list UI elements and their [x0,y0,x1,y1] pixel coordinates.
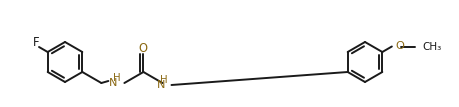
Text: H: H [112,73,120,83]
Text: F: F [33,36,39,50]
Text: O: O [138,42,146,54]
Text: CH₃: CH₃ [422,42,441,51]
Text: O: O [395,41,404,51]
Text: N: N [109,78,118,88]
Text: N: N [157,80,165,90]
Text: H: H [159,75,167,85]
